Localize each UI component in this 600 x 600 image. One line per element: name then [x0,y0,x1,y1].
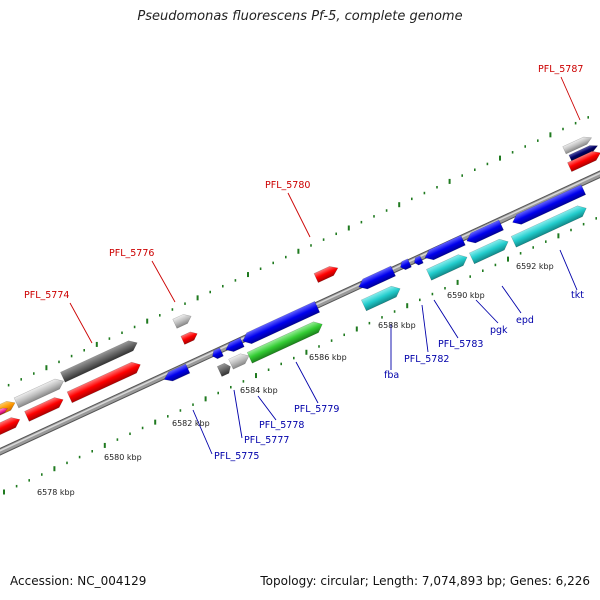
gene-label-epd[interactable]: epd [516,315,534,326]
gene-label-pfl-5783[interactable]: PFL_5783 [438,339,483,350]
leader-epd [501,285,522,314]
accession-text: Accession: NC_004129 [10,574,147,588]
gene-red [313,266,339,283]
gene-label-pfl-5779[interactable]: PFL_5779 [294,404,339,415]
scale-label-6578: 6578 kbp [37,488,75,497]
gene-green [246,321,323,364]
gene-blue [424,234,466,261]
gene-red [24,397,64,422]
leader-pfl-5783 [433,299,459,339]
scale-label-6592: 6592 kbp [516,262,554,271]
gene-cyan [426,254,468,281]
gene-label-pfl-5777[interactable]: PFL_5777 [244,435,289,446]
leader-pfl-5779 [295,361,319,404]
gene-label-pfl-5782[interactable]: PFL_5782 [404,354,449,365]
leader-pfl-5775 [192,409,213,455]
scale-label-6586: 6586 kbp [309,353,347,362]
leader-tkt [559,249,578,291]
leader-pfl-5777 [233,389,243,439]
scale-ticks-outer [7,116,590,387]
gene-blue [242,301,321,344]
scale-label-6580: 6580 kbp [104,453,142,462]
scale-ticks-inner [3,217,598,495]
gene-blue [400,258,412,270]
gene-label-tkt[interactable]: tkt [571,290,584,301]
gene-blue [212,347,224,359]
gene-features [0,136,600,436]
scale-label-6588: 6588 kbp [378,321,416,330]
scale-label-6584: 6584 kbp [240,386,278,395]
gene-blue [512,184,587,225]
leader-pfl-5787 [560,76,581,121]
gene-cyan [468,238,509,265]
gene-dark-gray [60,340,138,383]
topology-text: Topology: circular; Length: 7,074,893 bp… [260,574,590,588]
gene-label-pfl-5787[interactable]: PFL_5787 [538,64,583,75]
gene-light-gray [562,136,593,155]
gene-cyan [360,285,401,312]
map-title: Pseudomonas fluorescens Pf-5, complete g… [137,9,463,24]
gene-dark-gray [216,362,231,377]
gene-label-pgk[interactable]: pgk [490,325,508,336]
gene-label-pfl-5780[interactable]: PFL_5780 [265,180,310,191]
leader-pfl-5774 [69,302,93,344]
leader-pgk [475,299,499,324]
gene-blue [466,219,504,244]
gene-label-pfl-5774[interactable]: PFL_5774 [24,290,69,301]
gene-label-fba[interactable]: fba [384,370,399,381]
gene-light-gray [13,378,64,409]
scale-label-6590: 6590 kbp [447,291,485,300]
gene-light-gray [172,314,192,329]
leader-pfl-5780 [287,192,311,238]
gene-label-pfl-5776[interactable]: PFL_5776 [109,248,154,259]
gene-blue [163,363,191,382]
gene-red [66,361,141,404]
label-leaders [69,76,581,455]
leader-pfl-5778 [257,395,277,421]
gene-blue [358,265,396,290]
gene-light-gray [228,353,250,370]
gene-label-pfl-5778[interactable]: PFL_5778 [259,420,304,431]
gene-navy [568,145,599,162]
scale-label-6582: 6582 kbp [172,419,210,428]
leader-pfl-5782 [421,304,429,353]
leader-pfl-5776 [151,260,176,303]
gene-blue [225,337,245,352]
gene-red [180,331,198,345]
gene-red [0,417,21,436]
gene-blue [414,255,424,266]
gene-pink [0,407,8,417]
gene-cyan [510,205,587,248]
gene-label-pfl-5775[interactable]: PFL_5775 [214,451,259,462]
gene-red [567,151,600,173]
